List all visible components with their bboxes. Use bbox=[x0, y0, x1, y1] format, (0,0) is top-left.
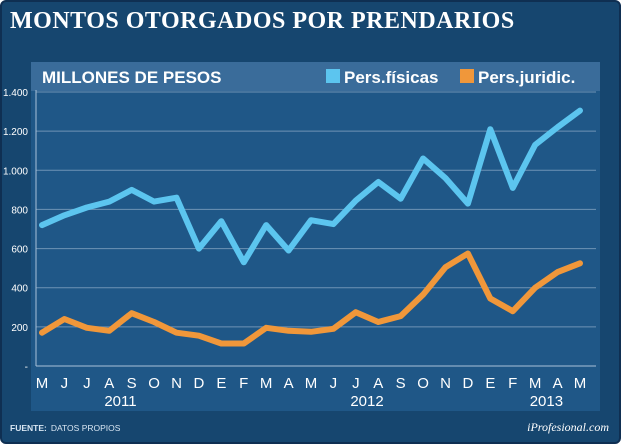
x-tick-label: M bbox=[36, 375, 49, 392]
x-tick-label: J bbox=[352, 375, 360, 392]
x-tick-label: F bbox=[239, 375, 248, 392]
x-tick-label: S bbox=[127, 375, 137, 392]
source-note: FUENTE: DATOS PROPIOS bbox=[10, 423, 120, 433]
y-tick-label: 1.200 bbox=[3, 127, 28, 138]
legend-swatch bbox=[326, 69, 340, 83]
year-label: 2013 bbox=[530, 393, 563, 410]
y-tick-label: 800 bbox=[11, 205, 28, 216]
x-tick-label: O bbox=[148, 375, 160, 392]
x-tick-label: F bbox=[508, 375, 517, 392]
chart-title: MONTOS OTORGADOS POR PRENDARIOS bbox=[10, 8, 515, 34]
x-tick-label: M bbox=[529, 375, 542, 392]
x-tick-label: M bbox=[305, 375, 318, 392]
x-tick-label: D bbox=[193, 375, 204, 392]
x-tick-label: N bbox=[171, 375, 182, 392]
source-label: FUENTE: bbox=[10, 423, 47, 433]
y-tick-label: 200 bbox=[11, 323, 28, 334]
header-bar bbox=[31, 62, 600, 91]
x-tick-label: O bbox=[417, 375, 429, 392]
x-tick-label: J bbox=[61, 375, 69, 392]
x-tick-label: A bbox=[284, 375, 294, 392]
x-tick-label: D bbox=[462, 375, 473, 392]
x-tick-label: A bbox=[373, 375, 383, 392]
legend-label: Pers.juridic. bbox=[478, 68, 575, 87]
x-tick-label: J bbox=[330, 375, 338, 392]
x-tick-label: J bbox=[83, 375, 91, 392]
year-label: 2012 bbox=[350, 393, 383, 410]
y-tick-label: - bbox=[25, 362, 28, 373]
x-tick-label: E bbox=[216, 375, 226, 392]
x-tick-label: S bbox=[396, 375, 406, 392]
x-tick-label: E bbox=[485, 375, 495, 392]
year-label: 2011 bbox=[104, 393, 136, 410]
x-tick-label: M bbox=[574, 375, 587, 392]
source-text: DATOS PROPIOS bbox=[50, 423, 121, 433]
y-axis-label: MILLONES DE PESOS bbox=[42, 68, 221, 87]
legend-label: Pers.físicas bbox=[344, 68, 439, 87]
series-line-personas-fisicas bbox=[39, 107, 583, 266]
series-line-personas-juridicas bbox=[39, 250, 583, 347]
brand-logo: iProfesional.com bbox=[527, 420, 609, 434]
plot-panel bbox=[31, 62, 600, 411]
y-tick-label: 600 bbox=[11, 245, 28, 256]
x-tick-label: A bbox=[553, 375, 563, 392]
y-tick-label: 1.000 bbox=[3, 166, 28, 177]
y-tick-label: 400 bbox=[11, 284, 28, 295]
legend-swatch bbox=[460, 69, 474, 83]
x-tick-label: M bbox=[260, 375, 273, 392]
x-tick-label: A bbox=[104, 375, 114, 392]
x-tick-label: N bbox=[440, 375, 451, 392]
y-tick-label: 1.400 bbox=[3, 88, 28, 99]
